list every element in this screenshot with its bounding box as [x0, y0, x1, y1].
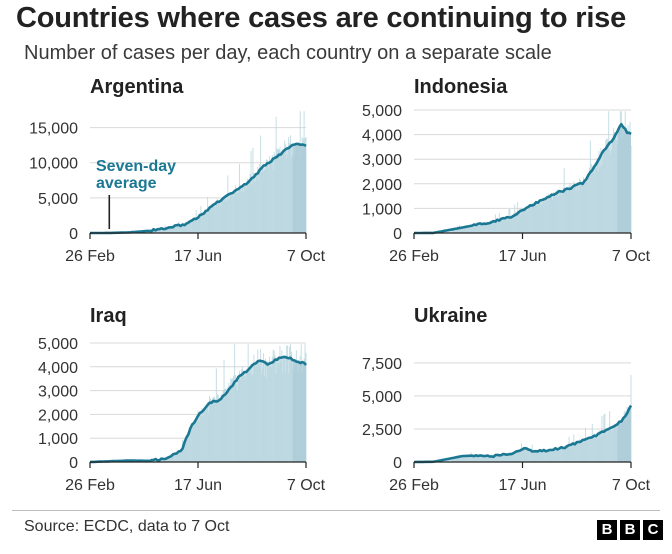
x-tick-label: 26 Feb — [65, 248, 115, 265]
logo-letter: B — [620, 520, 640, 540]
y-tick-label: 7,500 — [362, 356, 402, 373]
logo-letter: C — [643, 520, 663, 540]
y-tick-label: 0 — [69, 226, 78, 243]
y-tick-label: 5,000 — [38, 191, 78, 208]
bbc-logo: B B C — [597, 520, 663, 540]
seven-day-average-line — [414, 122, 632, 235]
y-tick-label: 0 — [393, 455, 402, 472]
y-tick-label: 2,000 — [362, 177, 402, 194]
chart-title: Countries where cases are continuing to … — [16, 2, 627, 34]
x-tick-label: 26 Feb — [389, 477, 439, 494]
footer-divider — [12, 510, 660, 511]
x-tick-label: 17 Jun — [498, 477, 546, 494]
y-tick-label: 5,000 — [362, 103, 402, 120]
y-tick-label: 15,000 — [29, 121, 78, 138]
panel-title: Argentina — [90, 76, 184, 98]
x-tick-label: 17 Jun — [174, 248, 222, 265]
recent-band — [617, 405, 631, 462]
annotation-label: Seven-day — [96, 158, 176, 175]
x-tick-label: 26 Feb — [65, 477, 115, 494]
annotation-label: average — [96, 175, 157, 192]
recent-band — [292, 359, 306, 462]
recent-band — [292, 143, 306, 233]
x-tick-label: 17 Jun — [498, 248, 546, 265]
logo-letter: B — [597, 520, 617, 540]
x-tick-label: 17 Jun — [174, 477, 222, 494]
panel-title: Indonesia — [414, 76, 508, 98]
seven-day-average-line — [89, 355, 307, 464]
y-tick-label: 10,000 — [29, 156, 78, 173]
y-tick-label: 2,000 — [38, 407, 78, 424]
x-tick-label: 7 Oct — [287, 248, 326, 265]
x-tick-label: 26 Feb — [389, 248, 439, 265]
panel-title: Ukraine — [414, 305, 487, 327]
x-tick-label: 7 Oct — [612, 477, 651, 494]
chart-subtitle: Number of cases per day, each country on… — [24, 42, 552, 64]
x-tick-label: 7 Oct — [612, 248, 651, 265]
x-tick-label: 7 Oct — [287, 477, 326, 494]
y-tick-label: 1,000 — [38, 431, 78, 448]
y-tick-label: 4,000 — [362, 128, 402, 145]
seven-day-average-line — [414, 404, 633, 464]
y-tick-label: 3,000 — [38, 384, 78, 401]
y-tick-label: 1,000 — [362, 201, 402, 218]
y-tick-label: 3,000 — [362, 152, 402, 169]
y-tick-label: 2,500 — [362, 422, 402, 439]
source-note: Source: ECDC, data to 7 Oct — [24, 518, 230, 535]
y-tick-label: 0 — [393, 226, 402, 243]
recent-band — [617, 124, 631, 233]
y-tick-label: 5,000 — [362, 389, 402, 406]
panel-title: Iraq — [90, 305, 127, 327]
y-tick-label: 5,000 — [38, 336, 78, 353]
y-tick-label: 0 — [69, 455, 78, 472]
y-tick-label: 4,000 — [38, 360, 78, 377]
